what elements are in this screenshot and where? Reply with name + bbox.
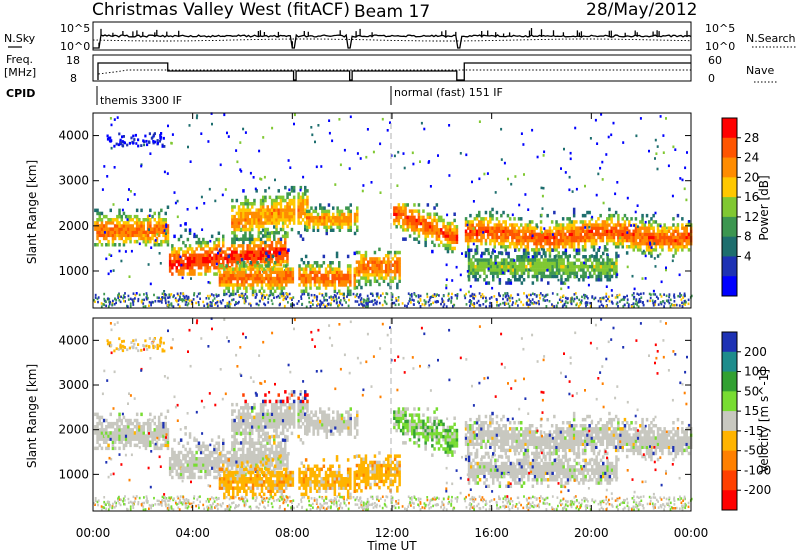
- power-colorbar-swatch: [722, 276, 737, 296]
- plot-title: Christmas Valley West (fitACF): [92, 0, 350, 20]
- velocity-colorbar-label: Velocity [m s^-1]: [757, 369, 771, 473]
- freq-label-line1: Freq.: [6, 53, 33, 66]
- xtick-label: 00:00: [674, 526, 709, 540]
- nave-label: Nave: [746, 64, 774, 77]
- xtick-label: 12:00: [375, 526, 410, 540]
- freq-line: [98, 63, 691, 80]
- search-noise-line: [93, 39, 691, 41]
- xtick-label: 08:00: [275, 526, 310, 540]
- velocity-panel: 4000 3000 2000 1000 Slant Range [km]: [25, 317, 693, 511]
- velocity-colorbar-swatch: [722, 352, 737, 372]
- freq-strip: Freq. [MHz] 18 8 60 0 Nave: [4, 53, 778, 85]
- ytick-label: 3000: [58, 174, 89, 188]
- search-tick-top: 10^5: [705, 22, 735, 35]
- ytick-label: 1000: [58, 467, 89, 481]
- velocity-colorbar-swatch: [722, 490, 737, 510]
- freq-tick-top: 18: [66, 54, 80, 67]
- xtick-label: 00:00: [76, 526, 111, 540]
- ytick-label: 1000: [58, 264, 89, 278]
- noise-strip: N.Sky 10^5 10^0 10^5 10^0 N.Search: [4, 22, 796, 53]
- ytick-label: 2000: [58, 423, 89, 437]
- power-colorbar-swatch: [722, 177, 737, 197]
- velocity-data-cells: [93, 317, 693, 511]
- velocity-colorbar-swatch: [722, 372, 737, 392]
- velocity-colorbar-swatch: [722, 391, 737, 411]
- power-data-cells: [93, 112, 693, 308]
- sky-tick-top: 10^5: [60, 22, 90, 35]
- power-colorbar-label: Power [dB]: [757, 175, 771, 240]
- cpid-segment-1: themis 3300 IF: [100, 94, 182, 107]
- sky-label: N.Sky: [4, 32, 36, 45]
- power-ylabel: Slant Range [km]: [25, 160, 39, 264]
- cpid-label: CPID: [6, 87, 35, 100]
- velocity-colorbar-swatch: [722, 332, 737, 352]
- xtick-label: 04:00: [175, 526, 210, 540]
- velocity-colorbar-swatch: [722, 431, 737, 451]
- beam-label: Beam 17: [354, 2, 430, 22]
- x-axis-label: Time UT: [366, 539, 417, 553]
- nave-tick-bottom: 0: [708, 72, 715, 85]
- sky-tick-bottom: 10^0: [60, 40, 90, 53]
- power-colorbar-swatch: [722, 158, 737, 178]
- power-colorbar-swatch: [722, 138, 737, 158]
- velocity-colorbar-tick: 200: [744, 345, 767, 359]
- power-colorbar-swatch: [722, 237, 737, 257]
- nave-tick-top: 60: [708, 54, 722, 67]
- xtick-label: 16:00: [474, 526, 509, 540]
- power-colorbar-swatch: [722, 118, 737, 138]
- search-label: N.Search: [746, 32, 796, 45]
- velocity-colorbar-tick: -200: [744, 483, 771, 497]
- power-colorbar-tick: 4: [744, 249, 752, 263]
- velocity-colorbar-swatch: [722, 451, 737, 471]
- ytick-label: 2000: [58, 219, 89, 233]
- power-colorbar-tick: 28: [744, 131, 759, 145]
- ytick-label: 3000: [58, 378, 89, 392]
- velocity-colorbar-swatch: [722, 411, 737, 431]
- power-colorbar-tick: 8: [744, 230, 752, 244]
- freq-label-line2: [MHz]: [4, 66, 36, 79]
- ytick-label: 4000: [58, 129, 89, 143]
- power-panel: 4000 3000 2000 1000 Slant Range [km]: [25, 112, 693, 308]
- power-colorbar-swatch: [722, 217, 737, 237]
- search-tick-bottom: 10^0: [705, 40, 735, 53]
- velocity-ylabel: Slant Range [km]: [25, 364, 39, 468]
- ytick-label: 4000: [58, 333, 89, 347]
- freq-tick-bottom: 8: [70, 72, 77, 85]
- power-colorbar-swatch: [722, 197, 737, 217]
- sky-noise-line: [93, 28, 691, 48]
- power-colorbar-tick: 24: [744, 151, 759, 165]
- velocity-colorbar-swatch: [722, 470, 737, 490]
- date-label: 28/May/2012: [586, 0, 698, 20]
- power-colorbar-swatch: [722, 256, 737, 276]
- cpid-strip: CPID themis 3300 IF normal (fast) 151 IF: [6, 86, 503, 107]
- xtick-label: 20:00: [574, 526, 609, 540]
- cpid-segment-2: normal (fast) 151 IF: [394, 86, 503, 99]
